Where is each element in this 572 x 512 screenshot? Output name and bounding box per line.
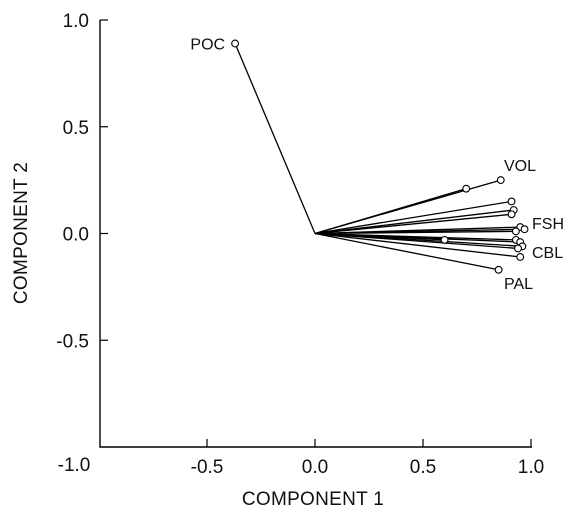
x-tick-label: 0.0: [302, 457, 328, 478]
loading-line: [314, 230, 516, 235]
loading-line: [314, 179, 501, 235]
loading-point: [514, 244, 522, 253]
y-tick-label: 1.0: [63, 11, 89, 32]
point-labels: POC VOL FSH CBL PAL: [190, 36, 564, 293]
axis-frame: [99, 20, 532, 448]
point-label-fsh: FSH: [532, 216, 564, 233]
point-label-poc: POC: [190, 36, 225, 53]
loading-line: [314, 209, 514, 235]
y-axis-title: COMPONENT 2: [11, 162, 32, 304]
point-label-cbl: CBL: [532, 245, 563, 262]
loading-line: [314, 232, 519, 250]
loading-point: [520, 225, 529, 234]
ticks: [100, 19, 532, 447]
loading-point: [231, 39, 240, 48]
point-label-pal: PAL: [504, 276, 533, 293]
x-tick-label: 1.0: [518, 457, 544, 478]
loading-line: [234, 43, 316, 234]
loading-point: [507, 210, 516, 219]
loading-point: [494, 265, 503, 274]
loading-point: [462, 184, 471, 193]
y-tick-label: -0.5: [56, 331, 89, 352]
x-tick-label: 0.5: [410, 457, 436, 478]
x-tick-label: -0.5: [191, 457, 224, 478]
loading-line: [314, 232, 499, 271]
loading-point: [440, 235, 449, 244]
loading-point: [496, 176, 505, 185]
tick-labels: -1.0-0.50.00.51.01.00.50.0-0.5-1.0: [56, 11, 544, 478]
loading-vectors: [231, 39, 529, 274]
y-tick-label-bottom: -1.0: [58, 455, 91, 476]
point-label-vol: VOL: [504, 158, 536, 175]
y-tick-label: 0.5: [63, 118, 89, 139]
loading-line: [314, 213, 512, 235]
axes: [99, 20, 532, 448]
loading-point: [511, 227, 520, 236]
loading-line: [314, 200, 512, 235]
x-axis-title: COMPONENT 1: [242, 489, 384, 510]
loading-point: [516, 253, 525, 261]
loading-point: [507, 197, 516, 206]
loading-line: [314, 232, 521, 258]
y-tick-label: 0.0: [63, 225, 89, 246]
loading-line: [314, 232, 521, 243]
